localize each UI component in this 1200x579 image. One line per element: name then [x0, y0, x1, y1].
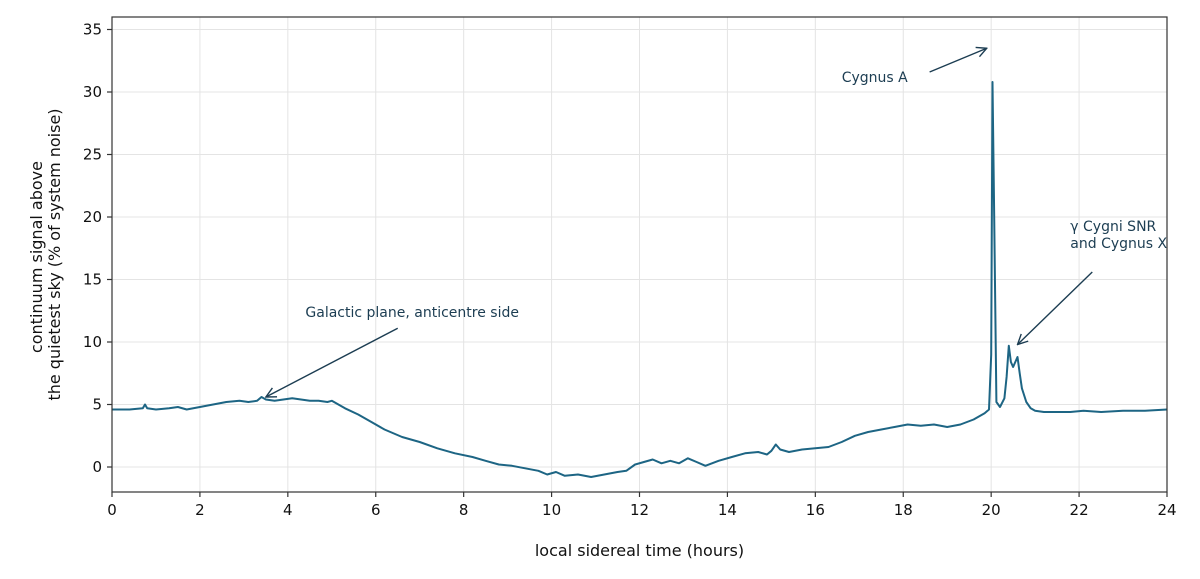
y-tick-label: 30	[83, 83, 102, 101]
y-axis-title-line-1: continuum signal above	[27, 161, 46, 353]
annotation-arrow	[929, 48, 987, 73]
annotation-label: γ Cygni SNR and Cygnus X	[1070, 219, 1167, 252]
x-tick-label: 16	[806, 501, 825, 519]
grid	[111, 17, 1168, 492]
annotation-label-line: Galactic plane, anticentre side	[305, 305, 519, 321]
y-tick-label: 20	[83, 208, 102, 226]
x-tick-label: 24	[1157, 501, 1176, 519]
x-axis-title: local sidereal time (hours)	[535, 541, 744, 560]
annotation-arrow	[266, 327, 399, 397]
x-tick-label: 14	[718, 501, 737, 519]
plot-frame	[111, 16, 1168, 493]
x-tick-label: 0	[107, 501, 117, 519]
x-tick-label: 10	[542, 501, 561, 519]
annotation-label-line: γ Cygni SNR	[1070, 219, 1156, 235]
x-tick-label: 12	[630, 501, 649, 519]
annotation-label: Galactic plane, anticentre side	[305, 305, 519, 321]
x-tick-label: 8	[459, 501, 469, 519]
x-tick-label: 2	[195, 501, 205, 519]
y-tick-label: 0	[92, 458, 102, 476]
y-tick-label: 5	[92, 396, 102, 414]
x-tick-label: 4	[283, 501, 293, 519]
y-tick-label: 10	[83, 333, 102, 351]
annotation-arrow	[1018, 271, 1093, 345]
x-tick-label: 20	[982, 501, 1001, 519]
series-line	[112, 81, 1168, 478]
x-tick-label: 6	[371, 501, 381, 519]
y-axis-title-line-2: the quietest sky (% of system noise)	[45, 108, 64, 400]
annotation-label: Cygnus A	[842, 70, 908, 86]
x-tick-label: 22	[1070, 501, 1089, 519]
y-tick-label: 35	[83, 21, 102, 39]
annotation-label-line: Cygnus A	[842, 70, 908, 86]
annotation-label-line: and Cygnus X	[1070, 236, 1167, 252]
y-tick-label: 25	[83, 146, 102, 164]
y-axis-title: continuum signal above the quietest sky …	[27, 108, 64, 400]
y-tick-label: 15	[83, 271, 102, 289]
x-tick-label: 18	[894, 501, 913, 519]
annotations: Galactic plane, anticentre side Cygnus A γ…	[266, 48, 1168, 397]
